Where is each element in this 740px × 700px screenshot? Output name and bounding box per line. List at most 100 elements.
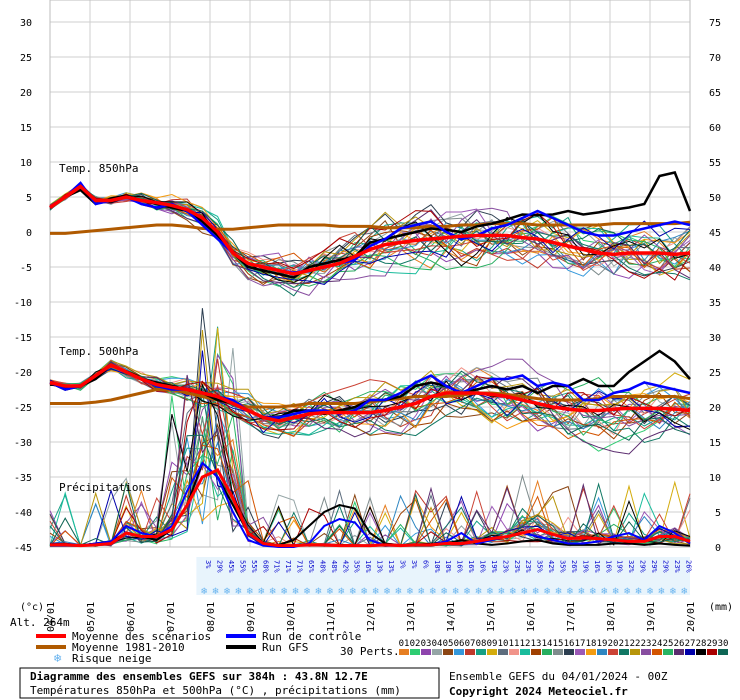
y-tick-left: -5 [20, 263, 32, 274]
snow-risk-value: 32% [627, 560, 635, 573]
member-t500-15 [49, 369, 691, 430]
snowflake-icon: ❄ [509, 587, 517, 597]
snow-risk-value: 23% [673, 560, 681, 573]
member-number: 17 [575, 639, 586, 649]
member-swatch [520, 649, 530, 655]
snowflake-icon: ❄ [486, 587, 494, 597]
snow-risk-value: 19% [616, 560, 624, 573]
legend-climate: Moyenne 1981-2010 [72, 641, 185, 654]
y-tick-right: 65 [709, 88, 721, 99]
y-tick-left: 30 [20, 18, 32, 29]
snow-risk-value: 42% [341, 560, 349, 573]
snow-risk-band: 3% ❄ 29% ❄ 45% ❄ 55% ❄ 55% ❄ 68% ❄ 71% ❄ 71% ❄ 71% ❄ 65% ❄ 4… [196, 557, 692, 597]
label-t850: Temp. 850hPa [59, 162, 138, 175]
snowflake-icon: ❄ [600, 587, 608, 597]
member-swatch [399, 649, 409, 655]
member-number: 28 [696, 639, 707, 649]
member-number: 19 [597, 639, 608, 649]
snowflake-icon: ❄ [635, 587, 643, 597]
member-swatch [553, 649, 563, 655]
x-tick: 05/01 [86, 602, 97, 632]
y-tick-left: -35 [14, 473, 32, 484]
snow-risk-value: 23% [513, 560, 521, 573]
member-swatch [542, 649, 552, 655]
snowflake-icon: ❄ [440, 587, 448, 597]
snow-risk-value: 42% [547, 560, 555, 573]
t500-mean-line [49, 362, 691, 423]
t850-climate-line [50, 220, 691, 235]
x-tick: 17/01 [566, 602, 577, 632]
y-tick-left: -20 [14, 368, 32, 379]
x-tick: 20/01 [686, 602, 697, 632]
snowflake-icon: ❄ [406, 587, 414, 597]
x-tick: 12/01 [366, 602, 377, 632]
snowflake-icon: ❄ [303, 587, 311, 597]
t850-control-line [49, 181, 691, 274]
y-tick-left: 15 [20, 123, 32, 134]
x-tick: 10/01 [286, 602, 297, 632]
member-number: 26 [674, 639, 685, 649]
perts-label: 30 Perts. [340, 645, 400, 658]
snowflake-icon: ❄ [555, 587, 563, 597]
snow-risk-value: 3% [410, 560, 418, 569]
member-precip-28 [49, 383, 691, 547]
snow-risk-value: 10% [433, 560, 441, 573]
t850-mean-line [49, 184, 691, 276]
snowflake-icon: ❄ [246, 587, 254, 597]
y-tick-right: 20 [709, 403, 721, 414]
snowflake-icon: ❄ [395, 587, 403, 597]
main-series [49, 171, 692, 548]
member-number: 27 [685, 639, 696, 649]
member-swatch [421, 649, 431, 655]
x-tick: 04/01 [46, 602, 57, 632]
snowflake-icon: ❄ [566, 587, 574, 597]
member-number: 21 [619, 639, 630, 649]
member-t500-13 [49, 362, 691, 440]
snow-risk-value: 26% [684, 560, 692, 573]
y-tick-left: -30 [14, 438, 32, 449]
snowflake-icon: ❄ [372, 587, 380, 597]
y-tick-right: 70 [709, 53, 721, 64]
snowflake-icon: ❄ [349, 587, 357, 597]
member-swatch [608, 649, 618, 655]
y-tick-left: 10 [20, 158, 32, 169]
member-swatch [564, 649, 574, 655]
y-tick-left: -45 [14, 543, 32, 554]
member-swatch [586, 649, 596, 655]
x-axis: 04/01 05/01 06/01 07/01 08/01 09/01 10/01 11/01… [46, 602, 697, 632]
right-unit: (mm) [709, 602, 733, 613]
member-t850-18 [49, 183, 691, 283]
snow-risk-value: 23% [501, 560, 509, 573]
member-number: 07 [465, 639, 476, 649]
snowflake-icon: ❄ [463, 587, 471, 597]
member-t500-26 [49, 360, 691, 455]
member-swatch [663, 649, 673, 655]
member-swatch [630, 649, 640, 655]
x-tick: 14/01 [446, 602, 457, 632]
snowflake-icon: ❄ [257, 587, 265, 597]
y-tick-left: -25 [14, 403, 32, 414]
y-tick-right: 45 [709, 228, 721, 239]
snowflake-icon: ❄ [498, 587, 506, 597]
member-number: 11 [509, 639, 520, 649]
legend-gfs: Run GFS [262, 641, 308, 654]
member-number: 09 [487, 639, 498, 649]
snow-risk-value: 19% [581, 560, 589, 573]
snow-risk-value: 16% [456, 560, 464, 573]
member-number: 14 [542, 639, 553, 649]
snow-risk-value: 13% [387, 560, 395, 573]
snow-risk-value: 35% [559, 560, 567, 573]
y-tick-right: 55 [709, 158, 721, 169]
member-swatch [718, 649, 728, 655]
footer-subtitle: Températures 850hPa et 500hPa (°C) , pré… [30, 684, 401, 697]
member-number: 30 [718, 639, 729, 649]
snow-risk-value: 10% [444, 560, 452, 573]
member-color-legend: 01 02 03 04 05 06 07 08 09 10 11 12 13 14 15 16 17 18 19 20… [399, 639, 729, 655]
member-number: 29 [707, 639, 718, 649]
y-tick-left: 0 [26, 228, 32, 239]
member-swatch [674, 649, 684, 655]
snow-risk-value: 3% [204, 560, 212, 569]
member-swatch [685, 649, 695, 655]
member-swatch [575, 649, 585, 655]
member-number: 22 [630, 639, 641, 649]
